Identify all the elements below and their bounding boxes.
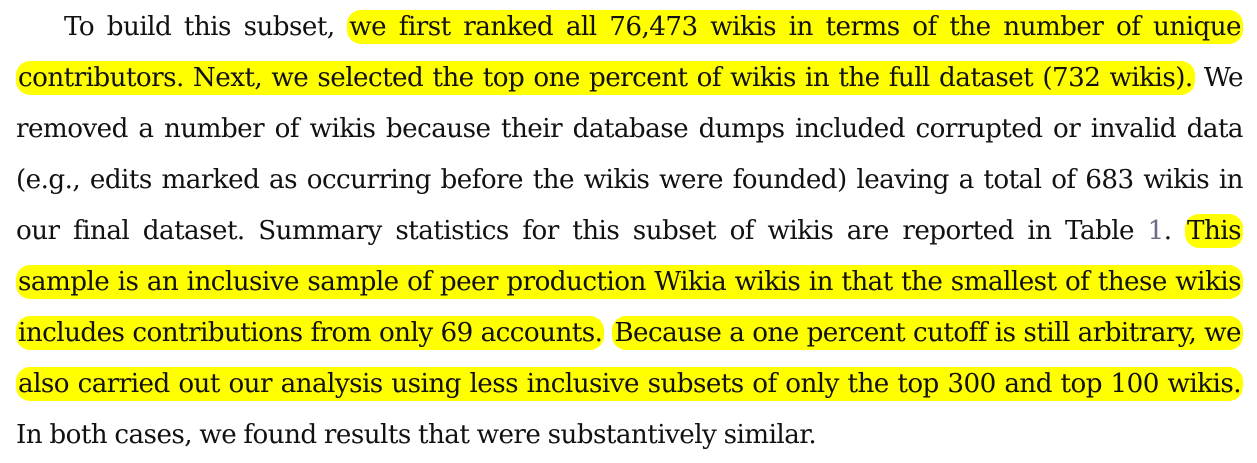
sentence-text: In both cases, we found results that wer…: [16, 420, 817, 450]
sentence-text: .: [1163, 216, 1186, 246]
table-reference-link[interactable]: 1: [1147, 216, 1165, 246]
sentence-text: We removed a number of wikis because the…: [16, 63, 1244, 246]
body-paragraph: To build this subset, we first ranked al…: [16, 2, 1244, 461]
sentence-text: To build this subset,: [64, 12, 348, 42]
